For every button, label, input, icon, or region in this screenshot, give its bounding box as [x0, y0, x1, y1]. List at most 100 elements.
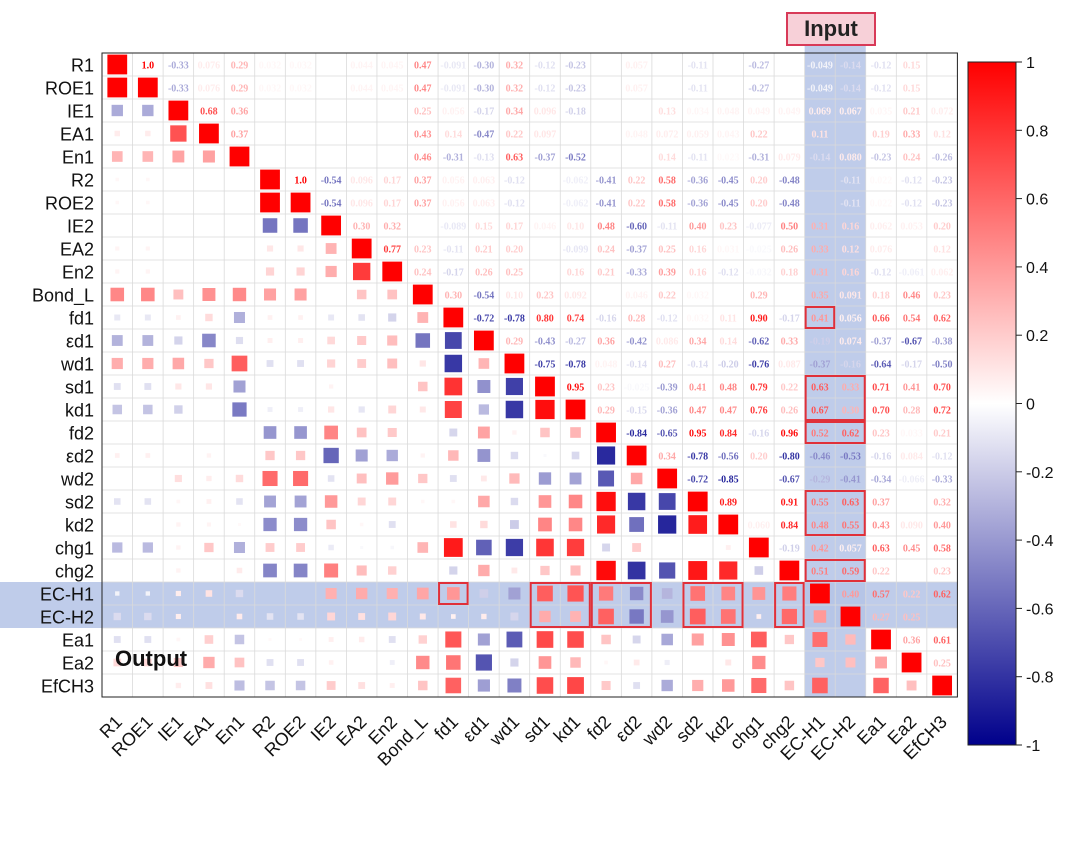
- coef-label: 0.21: [475, 245, 493, 256]
- heat-square: [629, 586, 644, 601]
- heat-square: [477, 380, 491, 393]
- coef-label: 0.032: [259, 61, 282, 72]
- heat-square: [297, 360, 305, 367]
- heat-square: [751, 677, 767, 694]
- coef-label: -0.43: [535, 337, 556, 348]
- coef-label: 0.032: [686, 314, 709, 325]
- coef-label: 0.15: [475, 222, 493, 233]
- heat-square: [175, 383, 182, 390]
- coef-label: 0.37: [231, 130, 249, 141]
- heat-square: [688, 515, 708, 534]
- heat-square: [598, 470, 615, 487]
- coef-label: 0.056: [839, 314, 862, 325]
- heat-square: [233, 311, 245, 324]
- heat-square: [658, 493, 676, 510]
- row-label: chg2: [55, 562, 94, 582]
- heat-square: [478, 564, 490, 577]
- row-label: sd2: [65, 493, 94, 513]
- heat-square: [262, 218, 278, 233]
- heat-square: [262, 470, 278, 487]
- heat-square-diagonal: [779, 560, 800, 581]
- coef-label: 0.80: [536, 314, 554, 325]
- row-label: R1: [71, 56, 94, 76]
- heat-square: [298, 338, 304, 343]
- heat-square: [725, 545, 731, 550]
- heat-square: [538, 495, 552, 508]
- coef-label: 0.097: [534, 130, 557, 141]
- coef-label: 0.32: [506, 84, 524, 95]
- coef-label: 0.55: [811, 498, 829, 509]
- coef-label: 0.13: [658, 107, 676, 118]
- heat-square: [537, 585, 553, 602]
- heat-square: [264, 288, 277, 301]
- coef-label: -0.48: [779, 199, 800, 210]
- heat-square: [358, 682, 366, 689]
- heat-square-diagonal: [535, 376, 555, 397]
- heat-square: [536, 677, 554, 694]
- heat-square: [388, 313, 397, 322]
- coef-label: 0.27: [658, 360, 676, 371]
- coef-label: -0.54: [321, 199, 342, 210]
- heat-square: [267, 338, 273, 343]
- coef-label: 0.23: [597, 383, 615, 394]
- coef-label: 0.26: [781, 406, 799, 417]
- coef-label: -0.72: [687, 475, 708, 486]
- row-label: Ea1: [62, 631, 94, 651]
- heat-square: [236, 498, 243, 505]
- row-label: EfCH3: [41, 677, 94, 697]
- coef-label: 0.21: [903, 107, 921, 118]
- coef-label: -0.46: [810, 452, 831, 463]
- heat-square: [721, 633, 735, 646]
- heat-square: [325, 265, 337, 278]
- heat-square: [141, 287, 155, 302]
- heat-square: [387, 427, 397, 438]
- coef-label: -0.12: [901, 199, 922, 210]
- coef-label: 0.14: [658, 153, 676, 164]
- coef-label: 0.045: [381, 61, 404, 72]
- coef-label: -0.23: [565, 84, 586, 95]
- coef-label: 0.046: [534, 222, 557, 233]
- column-label: IE2: [307, 712, 340, 745]
- heat-square: [145, 591, 151, 596]
- heat-square: [690, 586, 706, 601]
- coef-label: -0.091: [440, 61, 466, 72]
- coef-label: 0.063: [473, 176, 496, 187]
- heat-square: [629, 609, 644, 624]
- heat-square-diagonal: [657, 468, 678, 489]
- coef-label: 0.22: [506, 130, 524, 141]
- row-label: ROE1: [45, 79, 94, 99]
- coef-label: 0.16: [567, 268, 585, 279]
- coef-label: -0.33: [168, 61, 189, 72]
- heat-square: [476, 539, 492, 556]
- coef-label: -0.16: [840, 360, 861, 371]
- heat-square: [450, 614, 456, 619]
- row-label: chg1: [55, 539, 94, 559]
- heat-square: [449, 475, 457, 482]
- coef-label: -0.30: [473, 84, 494, 95]
- coef-label: 0.37: [872, 498, 890, 509]
- heat-square: [444, 377, 463, 396]
- heat-square: [629, 517, 645, 532]
- coef-label: 0.50: [781, 222, 799, 233]
- coef-label: 0.12: [933, 130, 951, 141]
- coef-label: 0.35: [811, 291, 829, 302]
- heat-square: [658, 515, 677, 534]
- heat-square: [604, 660, 608, 665]
- coef-label: 0.23: [933, 291, 951, 302]
- heat-square: [845, 634, 856, 645]
- colorbar-tick-label: -0.8: [1026, 670, 1054, 687]
- coef-label: 0.086: [656, 337, 679, 348]
- heat-square: [536, 631, 554, 648]
- coef-label: -0.41: [840, 475, 861, 486]
- coef-label: -0.12: [901, 176, 922, 187]
- coef-label: -0.12: [535, 84, 556, 95]
- heat-square: [206, 453, 212, 458]
- heat-square: [505, 377, 523, 396]
- output-label: Output: [115, 646, 188, 671]
- heat-square: [115, 246, 120, 251]
- coef-label: 0.57: [872, 590, 890, 601]
- heat-square: [267, 407, 273, 412]
- coef-label: -0.78: [504, 314, 525, 325]
- heat-square: [206, 499, 212, 504]
- coef-label: -0.84: [626, 429, 647, 440]
